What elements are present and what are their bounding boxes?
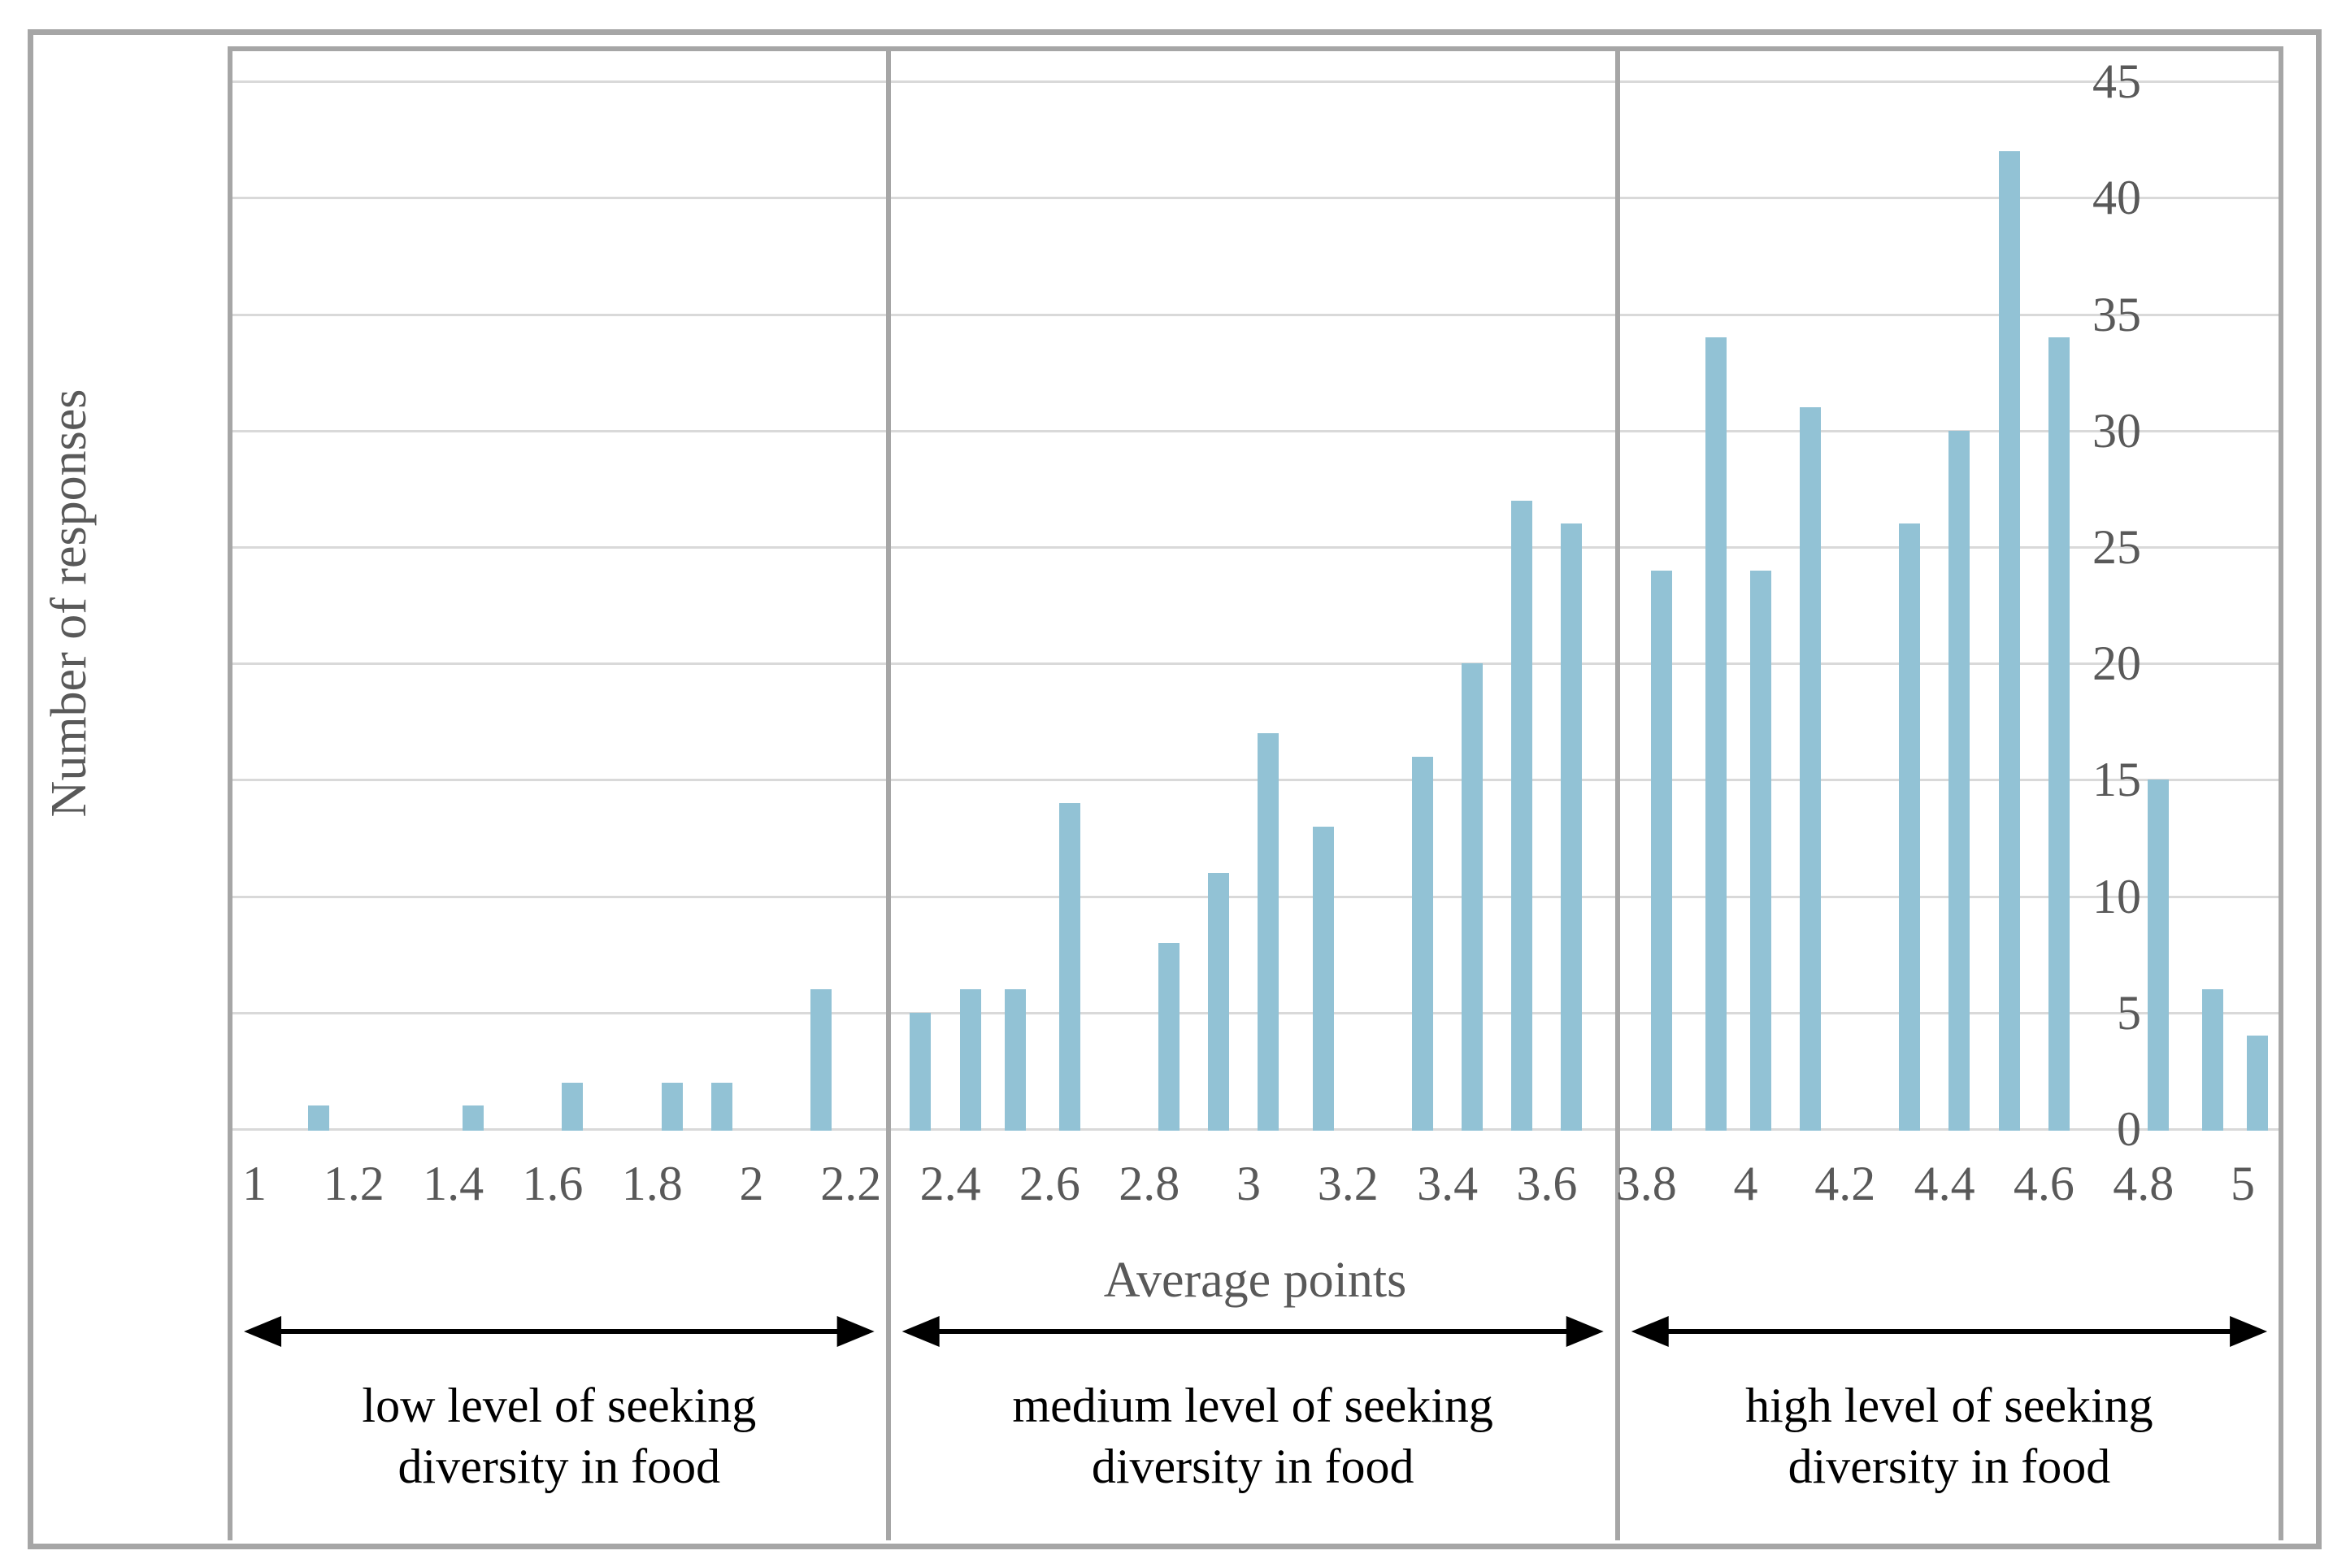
bar-x2.44 — [959, 989, 981, 1131]
gridline-y-45 — [230, 80, 2282, 84]
x-tick-label-4.8: 4.8 — [2113, 1157, 2174, 1210]
section-label-high: high level of seeking diversity in food — [1618, 1375, 2281, 1497]
bar-x3.04 — [1258, 733, 1279, 1131]
bar-x1.84 — [661, 1082, 683, 1131]
x-tick-label-1.6: 1.6 — [522, 1157, 584, 1210]
bar-x2.14 — [810, 989, 832, 1131]
x-tick-label-2.4: 2.4 — [919, 1157, 981, 1210]
gridline-y-35 — [230, 313, 2282, 316]
bar-x2.64 — [1058, 803, 1080, 1131]
section-label-high-line2: diversity in food — [1788, 1440, 2111, 1493]
x-tick-label-4.2: 4.2 — [1814, 1157, 1876, 1210]
x-tick-label-1.4: 1.4 — [423, 1157, 484, 1210]
y-tick-label-25: 25 — [2092, 520, 2141, 574]
y-tick-label-15: 15 — [2092, 753, 2141, 807]
bar-x4.63 — [2048, 337, 2070, 1131]
bar-x1.13 — [308, 1105, 330, 1131]
x-tick-label-3.8: 3.8 — [1615, 1157, 1677, 1210]
section-label-low: low level of seeking diversity in food — [230, 1375, 888, 1497]
y-tick-label-5: 5 — [2117, 985, 2141, 1040]
x-tick-label-1.2: 1.2 — [323, 1157, 384, 1210]
x-tick-label-3.6: 3.6 — [1516, 1157, 1578, 1210]
plot-border-right — [2279, 46, 2284, 1540]
x-tick-label-3.2: 3.2 — [1317, 1157, 1379, 1210]
y-tick-label-0: 0 — [2117, 1102, 2141, 1156]
section-divider-medium-high — [1614, 46, 1620, 1540]
gridline-y-30 — [230, 429, 2282, 432]
y-tick-label-10: 10 — [2092, 869, 2141, 923]
bar-x4.53 — [1998, 151, 2020, 1131]
bar-x1.64 — [562, 1082, 584, 1131]
plot-border-left — [228, 46, 233, 1540]
gridline-y-25 — [230, 546, 2282, 549]
gridline-y-0 — [230, 1128, 2282, 1131]
bar-x1.44 — [463, 1105, 484, 1131]
bar-x2.94 — [1208, 872, 1230, 1131]
bar-x4.94 — [2202, 989, 2224, 1131]
bar-x3.65 — [1561, 523, 1583, 1131]
y-tick-label-40: 40 — [2092, 171, 2141, 225]
chart-outer-frame — [28, 29, 2322, 1549]
section-label-medium-line2: diversity in food — [1091, 1440, 1414, 1493]
bar-x1.94 — [710, 1082, 732, 1131]
x-tick-label-2.2: 2.2 — [820, 1157, 882, 1210]
bar-x2.84 — [1158, 942, 1180, 1131]
section-label-low-line2: diversity in food — [398, 1440, 721, 1493]
x-axis-title: Average points — [1103, 1253, 1407, 1308]
bar-x2.53 — [1004, 989, 1026, 1131]
bar-x3.83 — [1650, 570, 1672, 1131]
x-tick-label-2: 2 — [739, 1157, 764, 1210]
bar-x3.45 — [1462, 663, 1484, 1131]
x-tick-label-4: 4 — [1733, 1157, 1758, 1210]
gridline-y-5 — [230, 1011, 2282, 1014]
x-tick-label-4.4: 4.4 — [1914, 1157, 1975, 1210]
y-axis-title: Number of responses — [41, 389, 97, 818]
bar-x3.15 — [1312, 826, 1334, 1131]
y-tick-label-30: 30 — [2092, 403, 2141, 458]
y-tick-label-20: 20 — [2092, 636, 2141, 691]
bar-x4.43 — [1948, 430, 1970, 1131]
gridline-y-15 — [230, 779, 2282, 782]
x-tick-label-4.6: 4.6 — [2013, 1157, 2074, 1210]
x-tick-label-5: 5 — [2231, 1157, 2255, 1210]
bar-x4.33 — [1899, 523, 1921, 1131]
x-tick-label-3: 3 — [1236, 1157, 1261, 1210]
gridline-y-20 — [230, 662, 2282, 666]
x-tick-label-3.4: 3.4 — [1417, 1157, 1479, 1210]
bar-x3.35 — [1412, 756, 1434, 1131]
section-label-low-line1: low level of seeking — [362, 1379, 757, 1432]
plot-border-top — [228, 46, 2284, 51]
y-tick-label-45: 45 — [2092, 54, 2141, 109]
x-tick-label-2.6: 2.6 — [1019, 1157, 1080, 1210]
y-tick-label-35: 35 — [2092, 287, 2141, 341]
bar-x4.13 — [1799, 407, 1821, 1131]
bar-x4.83 — [2148, 780, 2170, 1131]
gridline-y-40 — [230, 197, 2282, 200]
bar-x3.94 — [1705, 337, 1727, 1131]
section-label-medium: medium level of seeking diversity in food — [888, 1375, 1618, 1497]
bar-x3.55 — [1511, 500, 1533, 1131]
x-tick-label-2.8: 2.8 — [1119, 1157, 1180, 1210]
section-label-high-line1: high level of seeking — [1745, 1379, 2153, 1432]
bar-x2.34 — [910, 1012, 932, 1131]
section-label-medium-line1: medium level of seeking — [1012, 1379, 1493, 1432]
bar-x5.03 — [2247, 1036, 2269, 1131]
x-tick-label-1.8: 1.8 — [621, 1157, 683, 1210]
gridline-y-10 — [230, 895, 2282, 898]
section-divider-low-medium — [885, 46, 891, 1540]
x-tick-label-1: 1 — [242, 1157, 267, 1210]
bar-x4.03 — [1749, 570, 1771, 1131]
